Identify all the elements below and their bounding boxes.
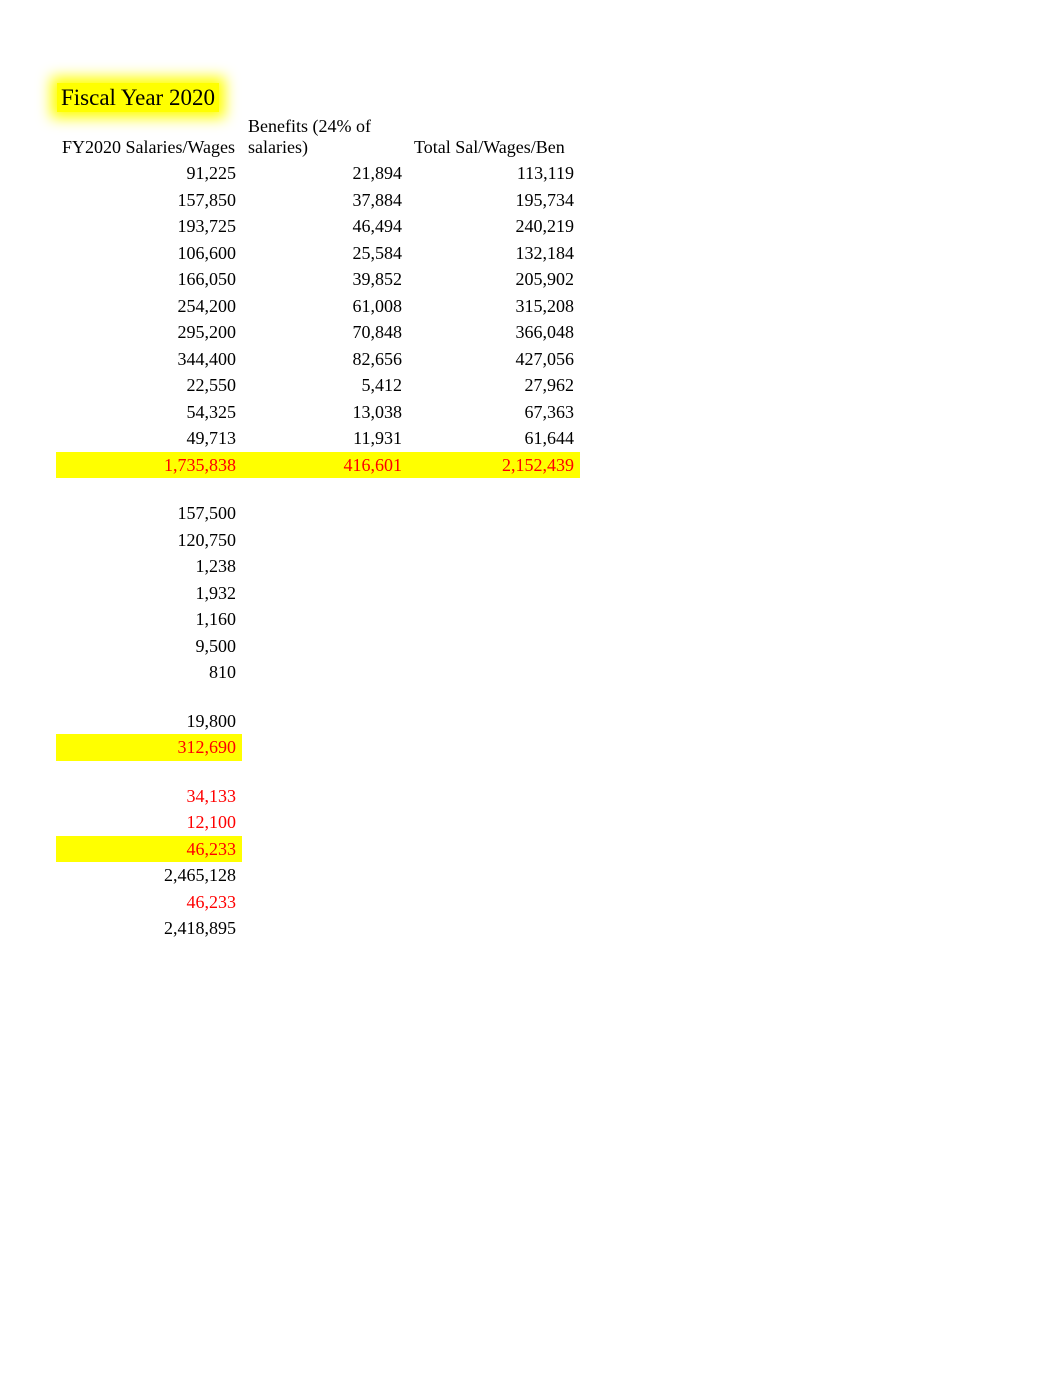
- block2-total-row: 312,690: [56, 734, 580, 761]
- spacer: [56, 761, 580, 783]
- table-row: 120,750: [56, 527, 580, 554]
- title-row-container: Fiscal Year 2020: [56, 82, 580, 114]
- cell-c1: 810: [56, 659, 242, 686]
- cell-c1: 54,325: [56, 399, 242, 426]
- cell-c3: 132,184: [408, 240, 580, 267]
- cell-c2: 25,584: [242, 240, 408, 267]
- cell-c2: 5,412: [242, 372, 408, 399]
- table-row: 2,418,895: [56, 915, 580, 942]
- table-row: 193,72546,494240,219: [56, 213, 580, 240]
- cell-c2: 11,931: [242, 425, 408, 452]
- table-row: 1,932: [56, 580, 580, 607]
- cell-c1: 295,200: [56, 319, 242, 346]
- salary-total-c1: 1,735,838: [56, 452, 242, 479]
- block3-total: 46,233: [56, 836, 242, 863]
- cell-c3: 427,056: [408, 346, 580, 373]
- cell-c1: 344,400: [56, 346, 242, 373]
- cell-c1: 1,932: [56, 580, 242, 607]
- cell-c3: 113,119: [408, 160, 580, 187]
- table-row: 34,133: [56, 783, 580, 810]
- cell-c1: 1,238: [56, 553, 242, 580]
- block3-rows: 34,13312,100: [56, 783, 580, 836]
- salary-total-c3: 2,152,439: [408, 452, 580, 479]
- table-row: 157,85037,884195,734: [56, 187, 580, 214]
- block2-rows: 157,500120,7501,2381,9321,1609,500810: [56, 500, 580, 686]
- cell-c1: 1,160: [56, 606, 242, 633]
- cell-c1: 2,418,895: [56, 915, 242, 942]
- table-row: 12,100: [56, 809, 580, 836]
- table-row: 295,20070,848366,048: [56, 319, 580, 346]
- table-row: 810: [56, 659, 580, 686]
- page-title: Fiscal Year 2020: [57, 83, 219, 112]
- block3-total-row: 46,233: [56, 836, 580, 863]
- cell-c3: 205,902: [408, 266, 580, 293]
- table-row: 254,20061,008315,208: [56, 293, 580, 320]
- cell-c2: 21,894: [242, 160, 408, 187]
- table-row: 2,465,128: [56, 862, 580, 889]
- cell-c1: 9,500: [56, 633, 242, 660]
- table-row: 54,32513,03867,363: [56, 399, 580, 426]
- cell-c2: 70,848: [242, 319, 408, 346]
- cell-c2: 82,656: [242, 346, 408, 373]
- spacer: [56, 478, 580, 500]
- cell-c1: 22,550: [56, 372, 242, 399]
- cell-c2: 37,884: [242, 187, 408, 214]
- cell-c1: 193,725: [56, 213, 242, 240]
- cell-c2: 61,008: [242, 293, 408, 320]
- table-row: 91,22521,894113,119: [56, 160, 580, 187]
- table-row: 49,71311,93161,644: [56, 425, 580, 452]
- table-row: 166,05039,852205,902: [56, 266, 580, 293]
- cell-c1: 106,600: [56, 240, 242, 267]
- salary-rows: 91,22521,894113,119157,85037,884195,7341…: [56, 160, 580, 452]
- table-row: 9,500: [56, 633, 580, 660]
- cell-c1: 157,850: [56, 187, 242, 214]
- cell-c2: 13,038: [242, 399, 408, 426]
- cell-c3: 67,363: [408, 399, 580, 426]
- cell-c3: 61,644: [408, 425, 580, 452]
- block2b-value: 19,800: [56, 708, 242, 735]
- spacer: [56, 686, 580, 708]
- col-header-benefits: Benefits (24% of salaries): [242, 114, 408, 160]
- table-row: 1,160: [56, 606, 580, 633]
- block2-total: 312,690: [56, 734, 242, 761]
- cell-c3: 240,219: [408, 213, 580, 240]
- table-row: 1,238: [56, 553, 580, 580]
- cell-c3: 366,048: [408, 319, 580, 346]
- cell-c1: 254,200: [56, 293, 242, 320]
- table-row: 22,5505,41227,962: [56, 372, 580, 399]
- cell-c1: 46,233: [56, 889, 242, 916]
- table-row: 344,40082,656427,056: [56, 346, 580, 373]
- cell-c3: 27,962: [408, 372, 580, 399]
- col-header-total: Total Sal/Wages/Ben: [408, 114, 580, 160]
- cell-c1: 91,225: [56, 160, 242, 187]
- cell-c1: 49,713: [56, 425, 242, 452]
- cell-c1: 34,133: [56, 783, 242, 810]
- table-row: 157,500: [56, 500, 580, 527]
- cell-c3: 195,734: [408, 187, 580, 214]
- fiscal-table: Fiscal Year 2020 FY2020 Salaries/Wages B…: [56, 82, 580, 942]
- salary-total-c2: 416,601: [242, 452, 408, 479]
- cell-c1: 120,750: [56, 527, 242, 554]
- cell-c1: 12,100: [56, 809, 242, 836]
- cell-c1: 157,500: [56, 500, 242, 527]
- table-row: 106,60025,584132,184: [56, 240, 580, 267]
- table-row: 46,233: [56, 889, 580, 916]
- cell-c2: 39,852: [242, 266, 408, 293]
- col-header-salaries: FY2020 Salaries/Wages: [56, 114, 242, 160]
- cell-c3: 315,208: [408, 293, 580, 320]
- cell-c1: 166,050: [56, 266, 242, 293]
- salary-total-row: 1,735,838 416,601 2,152,439: [56, 452, 580, 479]
- header-row: FY2020 Salaries/Wages Benefits (24% of s…: [56, 114, 580, 160]
- cell-c2: 46,494: [242, 213, 408, 240]
- block4-rows: 2,465,12846,2332,418,895: [56, 862, 580, 942]
- block2b-row: 19,800: [56, 708, 580, 735]
- cell-c1: 2,465,128: [56, 862, 242, 889]
